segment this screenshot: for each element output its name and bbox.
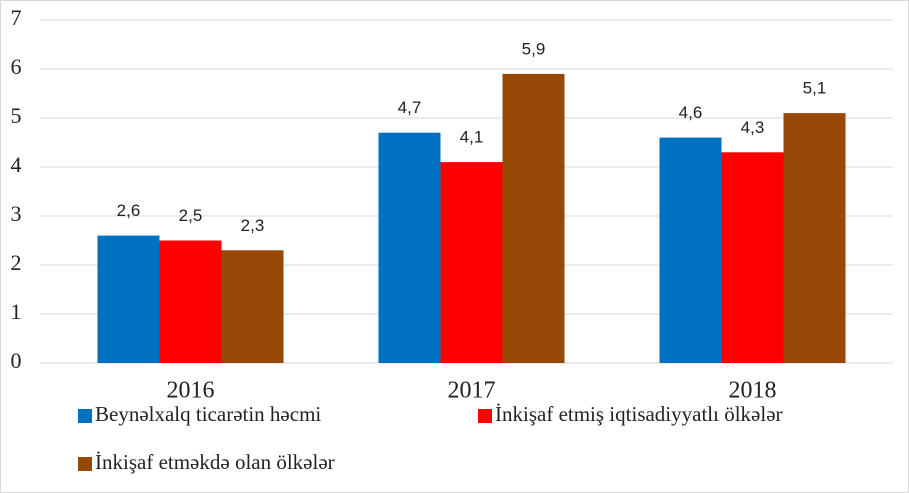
x-tick-label: 2016	[167, 378, 215, 404]
data-label: 2,6	[117, 201, 141, 220]
data-label: 4,7	[398, 98, 422, 117]
y-tick-label: 1	[11, 299, 22, 324]
bar	[97, 235, 160, 363]
legend-swatch	[478, 409, 492, 423]
y-tick-label: 5	[11, 103, 22, 128]
bar	[159, 240, 222, 363]
legend-swatch	[78, 457, 92, 471]
data-label: 4,6	[679, 103, 703, 122]
bar	[502, 73, 565, 364]
bar	[221, 250, 284, 363]
data-label: 5,9	[522, 39, 546, 58]
y-tick-label: 3	[11, 201, 22, 226]
y-tick-label: 7	[11, 5, 22, 30]
bar	[378, 132, 441, 363]
legend-label: İnkişaf etmiş iqtisadiyyatlı ölkələr	[495, 402, 783, 426]
data-label: 4,3	[741, 118, 765, 137]
y-tick-label: 0	[11, 348, 22, 373]
data-label: 4,1	[460, 128, 484, 147]
bar	[783, 113, 846, 363]
y-tick-label: 2	[11, 250, 22, 275]
bar	[659, 137, 722, 363]
bar	[721, 152, 784, 363]
y-tick-label: 4	[11, 152, 22, 177]
x-tick-label: 2018	[729, 378, 777, 404]
legend-label: Beynəlxalq ticarətin həcmi	[95, 402, 321, 426]
data-label: 5,1	[803, 79, 827, 98]
legend-swatch	[78, 409, 92, 423]
data-label: 2,5	[179, 206, 203, 225]
legend-label: İnkişaf etməkdə olan ölkələr	[95, 450, 335, 474]
x-tick-label: 2017	[448, 378, 496, 404]
y-tick-label: 6	[11, 54, 22, 79]
bar	[440, 162, 503, 363]
data-label: 2,3	[241, 216, 265, 235]
